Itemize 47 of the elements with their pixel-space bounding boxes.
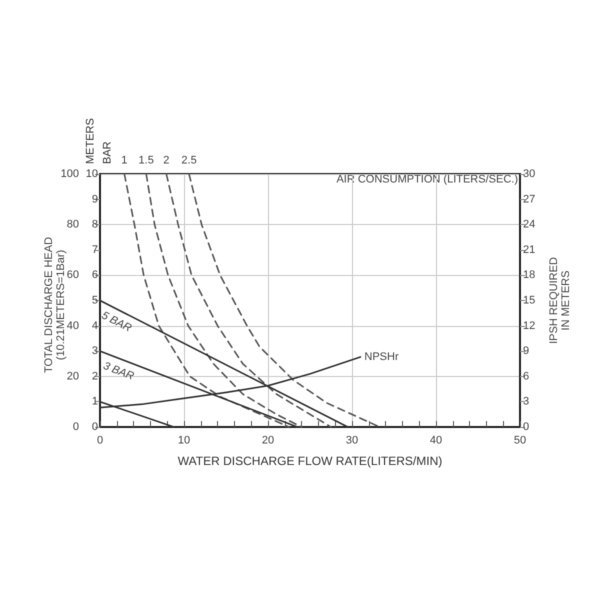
y2-tick-label: 9 — [523, 345, 530, 358]
y3-tick-label: 7 — [92, 244, 98, 256]
y3-tick-label: 6 — [92, 269, 98, 282]
y3-tick-label: 3 — [92, 345, 98, 358]
x-tick-label: 50 — [514, 434, 526, 446]
series-label: NPSHr — [364, 351, 399, 364]
y2-tick-label: 21 — [523, 244, 536, 256]
y3-tick-label: 0 — [92, 421, 98, 433]
y-axis-title: METERS — [84, 118, 96, 164]
series-label: 1 — [121, 154, 128, 166]
y2-tick-label: 15 — [523, 294, 536, 306]
y2-tick-label: 6 — [523, 370, 530, 382]
y3-tick-label: 2 — [92, 370, 98, 382]
y-tick-label: 60 — [66, 269, 79, 282]
y2-tick-label: 0 — [523, 421, 530, 433]
y3-axis-title: BAR — [102, 141, 114, 164]
y3-tick-label: 5 — [92, 294, 98, 306]
y3-tick-label: 8 — [92, 218, 98, 231]
y2-tick-label: 3 — [523, 396, 530, 408]
x-tick-label: 0 — [96, 434, 104, 446]
text: TOTAL DISCHARGE HEAD (10.21METERS=1Bar) — [43, 236, 67, 374]
x-axis-title: WATER DISCHARGE FLOW RATE(LITERS/MIN) — [178, 454, 442, 468]
x-tick-label: 20 — [262, 434, 274, 446]
series-label: 1.5 — [138, 154, 154, 166]
y2-tick-label: 24 — [523, 218, 536, 231]
y-tick-label: 80 — [66, 218, 79, 231]
y3-tick-label: 9 — [92, 193, 98, 206]
y-tick-label: 20 — [66, 370, 79, 382]
y2-axis-title: IPSH REQUIRED IN METERS — [548, 257, 572, 344]
y3-tick-label: 10 — [86, 168, 98, 180]
line-series — [166, 173, 332, 428]
y3-tick-label: 1 — [92, 396, 98, 408]
y2-tick-label: 30 — [523, 168, 536, 180]
y-tick-label: 40 — [66, 320, 79, 332]
text: 5 BAR — [99, 309, 134, 335]
x-tick-label: 40 — [430, 434, 442, 446]
y-tick-label: 100 — [60, 168, 79, 180]
y3-tick-label: 4 — [92, 320, 98, 332]
y2-tick-label: 27 — [523, 193, 536, 206]
y2-tick-label: 18 — [523, 269, 536, 282]
text: 3 BAR — [102, 360, 136, 383]
y2-tick-label: 12 — [523, 320, 536, 332]
x-tick-label: 10 — [178, 434, 190, 446]
y-tick-label: 0 — [72, 421, 79, 433]
series-label: 2.5 — [181, 154, 197, 166]
x-tick-label: 30 — [346, 434, 358, 446]
series-label: 2 — [163, 154, 170, 166]
